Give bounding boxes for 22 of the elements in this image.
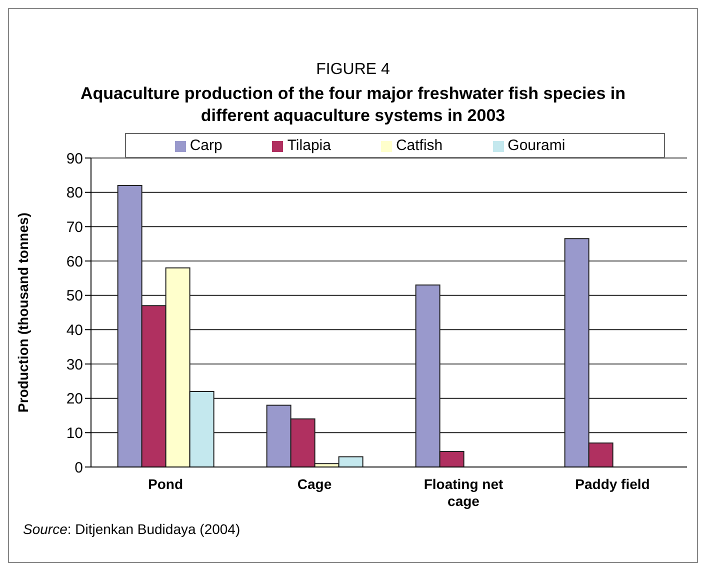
y-tick-label: 60: [66, 253, 83, 270]
y-tick-label: 10: [66, 424, 83, 442]
x-tick-label: Pond: [148, 476, 183, 492]
legend-label: Carp: [190, 137, 222, 154]
chart-title: FIGURE 4: [315, 61, 391, 79]
x-tick-label: Paddy field: [575, 476, 650, 492]
y-tick-label: 0: [74, 459, 83, 476]
legend-label: Gourami: [508, 137, 566, 154]
y-tick-label: 30: [66, 356, 83, 374]
y-axis-title: Production (thousand tonnes): [14, 212, 31, 412]
chart-subtitle: Aquaculture production of the four major freshwater fish species in different aquaculture systems in 2003: [79, 83, 627, 127]
y-tick-label: 70: [66, 218, 83, 236]
legend-label: Tilapia: [287, 137, 331, 154]
x-tick-label: Cage: [297, 476, 332, 492]
y-tick-label: 20: [66, 390, 83, 408]
x-tick-label: Floating net cage: [424, 476, 504, 509]
y-tick-label: 50: [66, 288, 83, 305]
y-tick-label: 90: [66, 150, 83, 168]
y-tick-label: 80: [66, 184, 83, 202]
legend-label: Catfish: [396, 137, 443, 154]
source-note: Source: Ditjenkan Budidaya (2004): [23, 521, 240, 537]
y-tick-label: 40: [66, 322, 83, 339]
